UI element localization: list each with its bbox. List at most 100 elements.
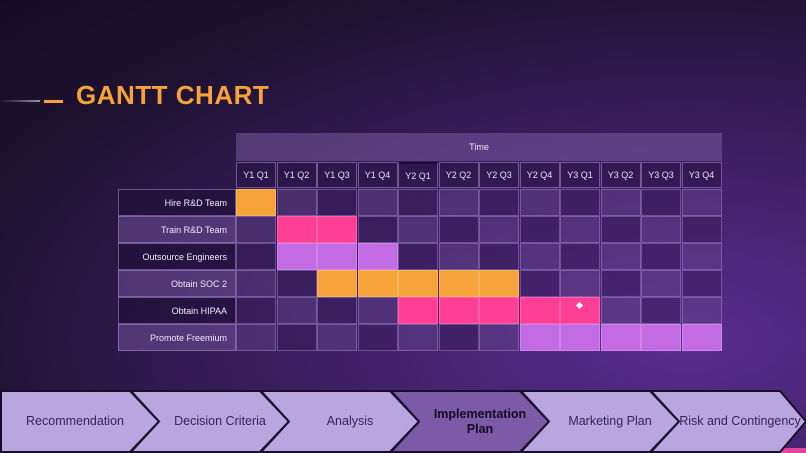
grid-cell xyxy=(236,297,276,324)
quarter-header: Y2 Q1 xyxy=(398,162,438,188)
task-bar-segment xyxy=(317,243,357,270)
quarter-header: Y1 Q1 xyxy=(236,162,276,188)
task-bar-segment xyxy=(276,216,317,243)
task-label: Train R&D Team xyxy=(118,216,236,243)
process-step-label: Marketing Plan xyxy=(568,414,652,429)
process-step-label: Analysis xyxy=(326,414,374,429)
grid-cell xyxy=(479,243,519,270)
task-label: Outsource Engineers xyxy=(118,243,236,270)
grid-cell xyxy=(438,243,479,270)
grid-cell xyxy=(519,216,560,243)
grid-cell xyxy=(236,243,276,270)
grid-cell xyxy=(681,243,722,270)
grid-cell xyxy=(681,270,722,297)
grid-cell xyxy=(276,189,317,216)
grid-cell xyxy=(398,189,438,216)
grid-cell xyxy=(519,243,560,270)
grid-cell xyxy=(519,189,560,216)
grid-cell xyxy=(276,297,317,324)
quarter-header: Y3 Q1 xyxy=(560,162,600,188)
grid-cell xyxy=(641,216,681,243)
task-bar-segment xyxy=(641,324,681,351)
task-bar-segment xyxy=(560,297,600,324)
chevron-shape xyxy=(650,390,806,453)
task-bar-segment xyxy=(276,243,317,270)
quarter-header: Y2 Q4 xyxy=(519,162,560,188)
quarter-header: Y3 Q2 xyxy=(600,162,641,188)
grid-cell xyxy=(600,216,641,243)
task-bar-segment xyxy=(479,297,519,324)
task-bar-segment xyxy=(519,297,560,324)
process-step[interactable]: Marketing Plan xyxy=(520,390,679,453)
task-label: Hire R&D Team xyxy=(118,189,236,216)
grid-cell xyxy=(479,324,519,351)
task-bar-segment xyxy=(479,270,519,297)
task-bar-segment xyxy=(438,270,479,297)
grid-cell xyxy=(317,189,357,216)
process-navigation: Risk and Contingency Marketing Plan Implem… xyxy=(0,390,806,453)
grid-cell xyxy=(357,189,398,216)
grid-cell xyxy=(357,324,398,351)
grid-cell xyxy=(641,243,681,270)
task-bar-segment xyxy=(560,324,600,351)
grid-cell xyxy=(600,270,641,297)
task-bar-segment xyxy=(398,297,438,324)
quarter-header: Y1 Q2 xyxy=(276,162,317,188)
grid-cell xyxy=(681,189,722,216)
task-bar-segment xyxy=(236,189,276,216)
grid-cell xyxy=(438,189,479,216)
grid-cell xyxy=(479,189,519,216)
task-bar-segment xyxy=(317,216,357,243)
grid-cell xyxy=(641,189,681,216)
grid-cell xyxy=(560,270,600,297)
process-step-label: Decision Criteria xyxy=(174,414,266,429)
quarter-header: Y2 Q3 xyxy=(479,162,519,188)
grid-cell xyxy=(600,297,641,324)
grid-cell xyxy=(519,270,560,297)
chevron-polygon xyxy=(650,390,806,453)
quarter-header: Y1 Q4 xyxy=(357,162,398,188)
process-step-label: Risk and Contingency xyxy=(679,414,801,429)
grid-cell xyxy=(276,324,317,351)
grid-cell xyxy=(276,270,317,297)
quarter-header: Y3 Q3 xyxy=(641,162,681,188)
grid-cell xyxy=(317,297,357,324)
grid-cell xyxy=(357,216,398,243)
grid-cell xyxy=(600,243,641,270)
slide-title: GANTT CHART xyxy=(76,80,270,110)
process-step-label: Recommendation xyxy=(26,414,124,429)
task-bar-segment xyxy=(357,243,398,270)
task-label: Promote Freemium xyxy=(118,324,236,351)
task-bar-segment xyxy=(681,324,722,351)
grid-cell xyxy=(317,324,357,351)
grid-cell xyxy=(236,216,276,243)
task-bar-segment xyxy=(398,270,438,297)
grid-cell xyxy=(641,297,681,324)
quarter-header: Y1 Q3 xyxy=(317,162,357,188)
task-label: Obtain HIPAA xyxy=(118,297,236,324)
process-step[interactable]: Risk and Contingency xyxy=(650,390,806,453)
grid-cell xyxy=(681,297,722,324)
task-label: Obtain SOC 2 xyxy=(118,270,236,297)
grid-cell xyxy=(641,270,681,297)
task-bar-segment xyxy=(600,324,641,351)
grid-cell xyxy=(600,189,641,216)
grid-cell xyxy=(479,216,519,243)
task-bar-segment xyxy=(357,270,398,297)
process-step-label: Implementation Plan xyxy=(433,407,527,436)
corner-accent xyxy=(778,448,806,453)
time-header: Time xyxy=(236,133,722,161)
grid-cell xyxy=(398,324,438,351)
grid-cell xyxy=(236,270,276,297)
grid-cell xyxy=(438,216,479,243)
task-bar-segment xyxy=(438,297,479,324)
grid-cell xyxy=(236,324,276,351)
process-step[interactable]: Recommendation xyxy=(0,390,159,453)
grid-cell xyxy=(560,189,600,216)
title-decoration xyxy=(0,100,70,103)
grid-cell xyxy=(681,216,722,243)
grid-cell xyxy=(438,324,479,351)
quarter-header: Y2 Q2 xyxy=(438,162,479,188)
grid-cell xyxy=(398,216,438,243)
grid-cell xyxy=(560,243,600,270)
